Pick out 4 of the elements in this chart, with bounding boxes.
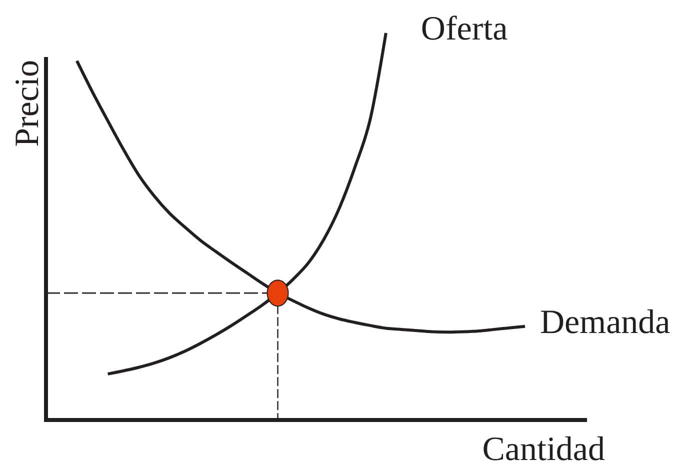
x-axis-title: Cantidad [482,431,605,464]
series-label: Oferta [420,10,508,48]
series-label: Demanda [540,304,670,341]
y-axis-title: Precio [9,60,46,147]
